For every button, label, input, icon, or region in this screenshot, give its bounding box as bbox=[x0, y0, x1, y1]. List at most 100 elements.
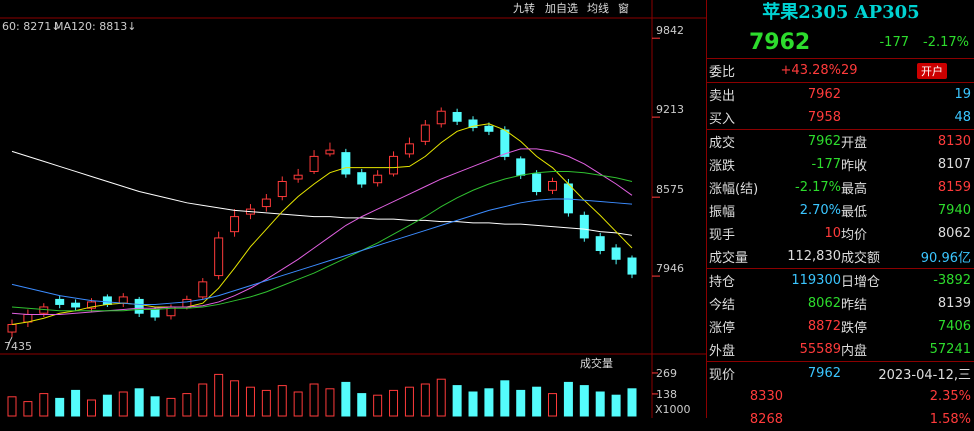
quote-row: 成交量 112,830 成交额 90.96亿 bbox=[707, 245, 974, 268]
quote-cell: 2023-04-12,三 bbox=[878, 368, 971, 383]
toolbar-btn[interactable]: 加自选 bbox=[545, 2, 578, 15]
candle-body bbox=[627, 257, 637, 275]
quote-cell: 昨结 bbox=[841, 298, 868, 313]
volume-bar bbox=[484, 388, 494, 417]
quote-cell: 成交量 bbox=[709, 251, 749, 266]
quote-cell: 今结 bbox=[709, 298, 736, 313]
y-tick-label: 9842 bbox=[656, 24, 684, 37]
quote-cell: 卖出 bbox=[709, 89, 736, 104]
ma-line bbox=[11, 148, 633, 315]
quote-cell: 1.58% bbox=[929, 412, 971, 427]
candle-body bbox=[389, 155, 399, 175]
low-label: 7435 bbox=[4, 340, 32, 353]
candle-body bbox=[198, 281, 208, 298]
candle-body bbox=[563, 183, 573, 214]
quote-cell: 涨跌 bbox=[709, 159, 736, 174]
volume-bar bbox=[373, 394, 383, 417]
quote-cell: 持仓 bbox=[709, 275, 736, 290]
quote-cell: 最高 bbox=[841, 182, 868, 197]
volume-bar bbox=[166, 397, 176, 417]
candle-body bbox=[452, 111, 462, 122]
open-account-btn[interactable]: 开户 bbox=[917, 62, 947, 79]
y-tick-label: 8575 bbox=[656, 183, 684, 196]
quote-row: 现手 10 均价 8062 bbox=[707, 222, 974, 245]
quote-cell: 成交 bbox=[709, 136, 736, 151]
volume-bar bbox=[86, 399, 96, 417]
candle-body bbox=[134, 298, 144, 314]
candle-body bbox=[261, 198, 271, 208]
volume-bar bbox=[39, 393, 49, 417]
quote-cell: -3892 bbox=[933, 273, 971, 288]
quote-cell: 19 bbox=[954, 87, 971, 102]
volume-bar bbox=[293, 391, 303, 417]
quote-cell: 内盘 bbox=[841, 344, 868, 359]
candle-body bbox=[325, 149, 335, 155]
volume-bar bbox=[102, 394, 112, 417]
quote-cell: 48 bbox=[954, 110, 971, 125]
quote-cell: -177 bbox=[811, 157, 841, 172]
quote-row: 8268 1.58% bbox=[707, 408, 974, 431]
quote-cell: 2.35% bbox=[929, 389, 971, 404]
quote-rows: 委比 +43.28% 29 开户 卖出 7962 19 买入 7958 48 成交 7962 开盘 813… bbox=[707, 59, 974, 431]
quote-row: 涨跌 -177 昨收 8107 bbox=[707, 153, 974, 176]
volume-bar bbox=[214, 373, 224, 417]
volume-bar bbox=[404, 386, 414, 417]
quote-cell: 7958 bbox=[807, 110, 841, 125]
candle-body bbox=[55, 298, 65, 305]
toolbar-btn[interactable]: 九转 bbox=[513, 1, 535, 15]
price-row: 7962 -177 -2.17% bbox=[707, 26, 974, 59]
y-tick-label: 7946 bbox=[656, 262, 684, 275]
candle-body bbox=[611, 247, 621, 260]
candle-body bbox=[579, 214, 589, 239]
quote-cell: 8330 bbox=[749, 389, 783, 404]
volume-label[interactable]: 成交量 bbox=[580, 356, 613, 370]
quote-cell: +43.28% bbox=[780, 63, 841, 78]
candle-body bbox=[404, 143, 414, 155]
quote-row: 今结 8062 昨结 8139 bbox=[707, 292, 974, 315]
volume-bar bbox=[436, 378, 446, 417]
quote-cell: 8872 bbox=[807, 319, 841, 334]
candle-body bbox=[595, 236, 605, 251]
quote-cell: 涨幅(结) bbox=[709, 182, 759, 197]
quote-cell: 8159 bbox=[937, 180, 971, 195]
candle-body bbox=[357, 172, 367, 185]
volume-bar bbox=[198, 383, 208, 417]
toolbar-btn[interactable]: 窗 bbox=[618, 1, 629, 15]
volume-bar bbox=[71, 389, 81, 417]
quote-cell: 均价 bbox=[841, 228, 868, 243]
kline-chart: 60: 8271↓ MA120: 8813↓ 九转 加自选 均线 窗 成交量 X… bbox=[0, 0, 706, 418]
volume-bar bbox=[548, 393, 558, 417]
quote-cell: 55589 bbox=[799, 342, 841, 357]
quote-cell: 昨收 bbox=[841, 159, 868, 174]
volume-bar bbox=[309, 383, 319, 417]
quote-cell: 7962 bbox=[807, 87, 841, 102]
toolbar-btn[interactable]: 均线 bbox=[587, 1, 609, 15]
volume-bar bbox=[134, 388, 144, 417]
ma-line bbox=[11, 170, 633, 312]
ma-line bbox=[11, 123, 633, 326]
volume-bar bbox=[389, 389, 399, 417]
change: -177 bbox=[879, 34, 909, 50]
volume-bar bbox=[611, 394, 621, 417]
volume-bar bbox=[357, 393, 367, 417]
quote-cell: 2.70% bbox=[799, 203, 841, 218]
quote-cell: 119300 bbox=[791, 273, 841, 288]
candle-body bbox=[532, 173, 542, 193]
candle-body bbox=[71, 302, 81, 308]
quote-cell: 57241 bbox=[929, 342, 971, 357]
candle-body bbox=[214, 237, 224, 277]
quote-cell: 8062 bbox=[937, 226, 971, 241]
quote-row: 振幅 2.70% 最低 7940 bbox=[707, 199, 974, 222]
quote-cell: 8139 bbox=[937, 296, 971, 311]
quote-cell: 外盘 bbox=[709, 344, 736, 359]
volume-bar bbox=[500, 380, 510, 417]
volume-bar bbox=[420, 383, 430, 417]
quote-cell: 涨停 bbox=[709, 321, 736, 336]
candle-body bbox=[293, 174, 303, 180]
quote-row: 现价 7962 2023-04-12,三 bbox=[707, 361, 974, 385]
quote-row: 8330 2.35% bbox=[707, 385, 974, 408]
volume-bar bbox=[532, 386, 542, 417]
volume-bar bbox=[55, 397, 65, 417]
volume-bar bbox=[7, 396, 17, 417]
